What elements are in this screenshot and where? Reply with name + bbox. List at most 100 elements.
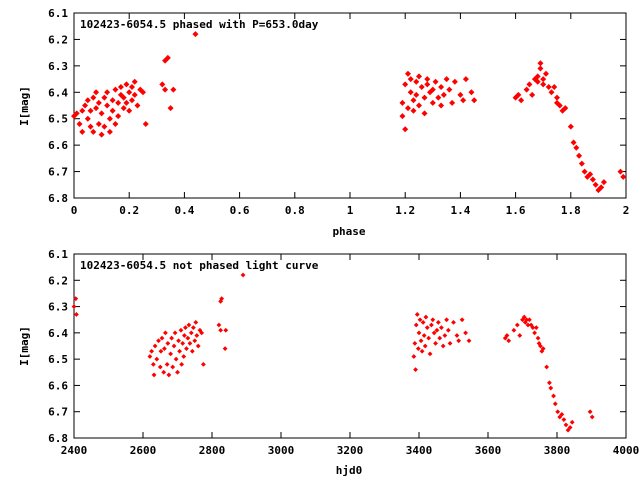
- data-point: [106, 115, 113, 122]
- data-point: [437, 335, 443, 341]
- data-point: [552, 401, 558, 407]
- data-point: [109, 97, 116, 104]
- data-point: [523, 86, 530, 93]
- x-tick-label: 0.8: [285, 204, 305, 217]
- data-point: [421, 110, 428, 117]
- data-point: [126, 107, 133, 114]
- data-point: [120, 94, 127, 101]
- data-point: [112, 121, 119, 127]
- data-point: [171, 343, 177, 349]
- data-point: [518, 97, 525, 104]
- data-point: [115, 113, 122, 120]
- data-point: [117, 84, 124, 90]
- data-point: [192, 31, 199, 38]
- data-point: [551, 84, 558, 90]
- data-point: [131, 78, 138, 85]
- data-point: [147, 354, 153, 359]
- axis-ticks: 2400 2600 2800 3000 3200 3400 3600 3800 4000 6.1 6…: [48, 248, 639, 457]
- data-point: [617, 168, 624, 175]
- data-point: [426, 335, 432, 341]
- data-point: [442, 333, 448, 338]
- data-point: [411, 354, 417, 359]
- data-point: [433, 340, 438, 346]
- data-point: [446, 86, 453, 93]
- data-point: [101, 94, 108, 101]
- data-point: [407, 89, 414, 96]
- x-tick-label: 2600: [130, 444, 157, 457]
- data-point: [79, 107, 86, 114]
- data-point: [457, 91, 464, 98]
- data-point: [578, 160, 585, 167]
- data-point: [435, 319, 441, 325]
- data-point: [440, 343, 446, 349]
- data-point: [515, 91, 522, 98]
- data-point: [421, 94, 428, 101]
- chart-title: 102423-6054.5 phased with P=653.0day: [80, 18, 319, 31]
- data-point: [193, 319, 199, 325]
- data-point: [134, 102, 141, 109]
- data-point: [416, 73, 422, 80]
- data-point: [528, 322, 534, 328]
- data-point: [158, 348, 164, 354]
- data-point: [223, 327, 229, 333]
- data-point: [187, 340, 193, 346]
- data-point: [71, 304, 77, 309]
- data-point: [126, 89, 133, 96]
- data-point: [104, 102, 111, 109]
- data-point: [427, 351, 433, 357]
- data-point: [240, 272, 246, 278]
- data-point: [562, 105, 569, 112]
- data-point: [524, 317, 530, 323]
- data-point: [167, 105, 174, 112]
- data-point: [430, 317, 436, 323]
- data-points: [71, 31, 627, 194]
- x-tick-label: 3200: [337, 444, 364, 457]
- data-point: [404, 105, 411, 112]
- data-point: [154, 356, 160, 362]
- data-point: [447, 340, 453, 346]
- x-tick-label: 1.4: [450, 204, 470, 217]
- data-point: [120, 105, 127, 112]
- data-point: [188, 330, 194, 336]
- data-point: [529, 91, 536, 98]
- data-point: [466, 338, 472, 344]
- data-point: [537, 60, 544, 67]
- data-point: [115, 99, 122, 106]
- x-tick-label: 0.6: [230, 204, 250, 217]
- y-tick-label: 6.8: [48, 192, 68, 205]
- data-point: [73, 110, 80, 117]
- y-tick-label: 6.3: [48, 301, 68, 314]
- data-point: [166, 372, 172, 378]
- data-point: [592, 181, 599, 188]
- data-point: [444, 317, 449, 323]
- data-point: [551, 393, 556, 399]
- data-point: [165, 340, 171, 346]
- data-point: [170, 364, 176, 370]
- data-point: [440, 91, 447, 98]
- x-tick-label: 3600: [475, 444, 502, 457]
- y-tick-label: 6.2: [48, 274, 68, 287]
- data-point: [98, 110, 105, 117]
- y-tick-label: 6.1: [48, 7, 68, 20]
- plot-frame: [73, 12, 627, 199]
- data-point: [140, 89, 146, 96]
- data-point: [179, 362, 185, 367]
- data-point: [424, 76, 431, 83]
- data-point: [420, 319, 426, 325]
- data-point: [76, 121, 83, 127]
- data-point: [95, 99, 102, 106]
- data-point: [402, 126, 409, 133]
- data-point: [456, 338, 462, 344]
- data-point: [98, 131, 105, 138]
- data-point: [173, 356, 179, 362]
- data-point: [87, 107, 94, 114]
- data-point: [402, 81, 409, 88]
- data-point: [93, 89, 100, 96]
- data-point: [547, 380, 552, 386]
- data-point: [168, 351, 173, 357]
- data-point: [73, 296, 79, 302]
- x-tick-label: 2: [623, 204, 630, 217]
- data-point: [517, 333, 523, 338]
- data-point: [573, 144, 580, 151]
